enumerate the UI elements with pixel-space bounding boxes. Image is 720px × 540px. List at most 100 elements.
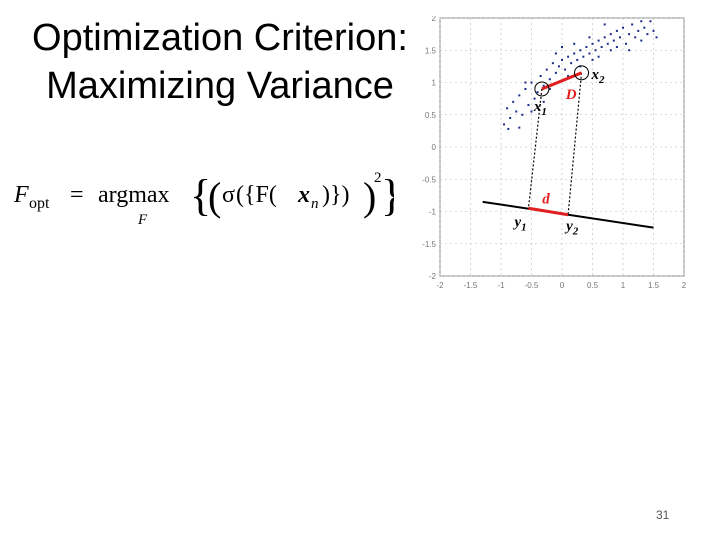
data-point [625, 42, 628, 45]
x-tick-label: 2 [682, 281, 687, 290]
label-x1: x1 [533, 99, 547, 118]
y-tick-label: -2 [429, 272, 437, 281]
data-point [570, 62, 573, 65]
data-point [542, 84, 545, 87]
highlight-circle-x2 [574, 65, 590, 81]
formula-left-brace: { [190, 171, 211, 220]
data-point [597, 55, 600, 58]
y-tick-label: -1.5 [422, 240, 436, 249]
data-point [579, 49, 582, 52]
data-point [506, 107, 509, 110]
y-tick-label: 1.5 [425, 46, 437, 55]
title-line-2: Maximizing Variance [46, 65, 394, 107]
data-point [573, 42, 576, 45]
projection-drop-line [527, 88, 543, 209]
formula-var: x [297, 182, 310, 208]
data-point [609, 49, 612, 52]
data-point [600, 46, 603, 49]
data-point [634, 36, 637, 39]
data-point [585, 46, 588, 49]
data-point [521, 113, 524, 116]
formula-equals: = [70, 182, 84, 208]
data-point [518, 126, 521, 129]
x-tick-label: -0.5 [525, 281, 539, 290]
data-point [640, 39, 643, 42]
page-number: 31 [656, 508, 670, 522]
data-point [637, 29, 640, 32]
data-point [609, 33, 612, 36]
data-point [649, 20, 652, 23]
data-point [573, 52, 576, 55]
data-point [557, 65, 560, 68]
data-point [567, 55, 570, 58]
data-point [564, 68, 567, 71]
data-point [545, 68, 548, 71]
formula-lhs-sub: opt [29, 195, 50, 212]
data-point [530, 81, 533, 84]
data-point [561, 58, 563, 61]
data-point [561, 46, 563, 49]
formula-right-paren: ) [363, 174, 376, 219]
x-tick-label: -1 [497, 281, 505, 290]
formula-op: argmax [98, 182, 170, 208]
data-point [539, 75, 542, 78]
data-point [533, 97, 536, 100]
x-tick-label: 1.5 [648, 281, 660, 290]
x-tick-label: 0.5 [587, 281, 599, 290]
label-y2: y2 [564, 219, 579, 238]
formula-right-brace: } [381, 171, 394, 220]
projection-overlay [482, 65, 654, 229]
formula: F opt = argmax F { ( σ ({F( x n )}) ) 2 … [14, 170, 394, 228]
data-point [518, 94, 521, 97]
data-point [643, 26, 646, 29]
data-point [597, 39, 600, 42]
formula-lhs: F [14, 182, 29, 208]
formula-sigma: σ [222, 182, 235, 208]
data-point [622, 26, 624, 29]
slide-title: Optimization Criterion: Maximizing Varia… [0, 14, 440, 110]
distance-d-line [528, 206, 569, 217]
data-point [527, 104, 530, 107]
data-point [603, 23, 606, 26]
data-point [628, 49, 631, 52]
data-point [655, 36, 658, 39]
data-point [554, 71, 557, 74]
data-point [591, 42, 594, 45]
data-point [503, 123, 506, 126]
scatter-points [503, 20, 658, 130]
data-point [652, 29, 655, 32]
data-point [615, 29, 618, 32]
label-y1: y1 [512, 214, 526, 233]
data-point [631, 23, 634, 26]
data-point [588, 52, 591, 55]
data-point [640, 20, 643, 23]
data-point [542, 100, 545, 103]
data-point [512, 100, 515, 103]
pca-figure: 2 1.5 1 0.5 0 -0.5 -1 -1.5 -2 -2 -1.5 -1 -0.5 0 0.5 1 1… [422, 16, 687, 290]
data-point [618, 36, 621, 39]
data-point [588, 36, 591, 39]
data-point [615, 46, 618, 49]
data-point [507, 127, 510, 130]
data-point [530, 110, 533, 113]
plot-grid [439, 17, 685, 277]
y-tick-label: -0.5 [422, 175, 436, 184]
formula-exponent: 2 [374, 170, 382, 186]
data-point [524, 87, 527, 90]
data-point [591, 58, 594, 61]
data-point [612, 39, 615, 42]
x-tick-label: -2 [436, 281, 444, 290]
data-point [582, 55, 585, 58]
data-point [509, 116, 512, 119]
data-point [594, 49, 597, 52]
data-point [536, 91, 539, 94]
data-point [628, 33, 631, 36]
y-tick-label: 0.5 [425, 111, 437, 120]
x-tick-label: 0 [560, 281, 565, 290]
x-tick-label: 1 [621, 281, 626, 290]
formula-inner: ({F( [236, 182, 277, 208]
formula-var-sub: n [311, 196, 319, 212]
y-tick-label: 0 [432, 143, 437, 152]
data-point [554, 52, 557, 55]
data-point [515, 110, 518, 113]
